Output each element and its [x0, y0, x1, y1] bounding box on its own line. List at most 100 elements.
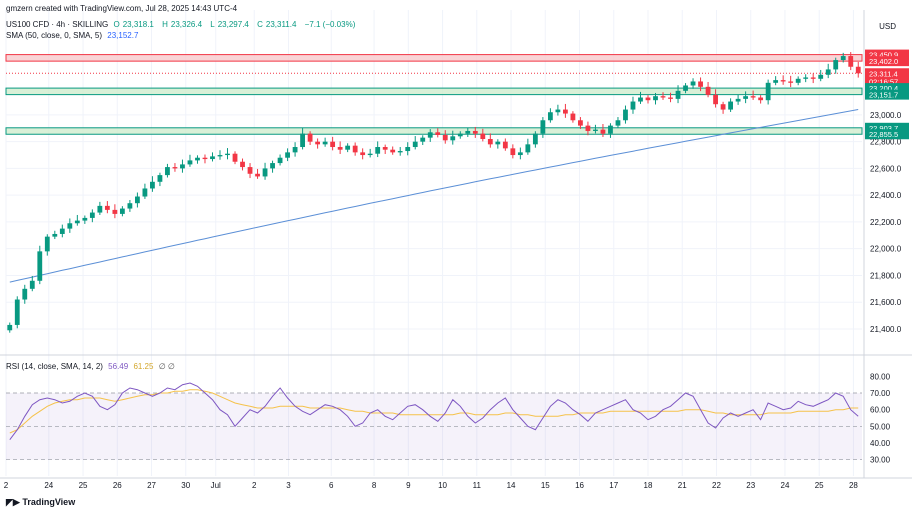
candle [788, 75, 794, 88]
candle [480, 128, 486, 142]
candle [645, 95, 651, 104]
candle [833, 57, 839, 74]
candle [315, 138, 321, 149]
candle [44, 234, 50, 256]
candle [7, 322, 13, 333]
candle-body [563, 109, 568, 114]
rsi-tick-label: 40.00 [870, 439, 891, 448]
candle [683, 83, 688, 94]
candle [487, 133, 493, 148]
rsi-tick-label: 30.00 [870, 456, 891, 465]
candle [217, 150, 223, 160]
candle [547, 108, 553, 123]
candle-body [195, 157, 200, 161]
sma-series [9, 109, 859, 283]
candle [705, 82, 711, 98]
candle-body [307, 133, 313, 142]
candle [225, 148, 230, 160]
candle-body [855, 66, 861, 74]
candle-body [104, 205, 110, 210]
candle [14, 296, 20, 329]
candle-body [44, 236, 50, 252]
price-label-bg [865, 129, 909, 140]
price-tick-label: 21,400.0 [870, 325, 902, 334]
candle-body [510, 148, 516, 156]
candle-body [270, 163, 275, 169]
candle-body [848, 56, 854, 67]
price-label-bg [865, 83, 909, 94]
tradingview-logo[interactable]: ◤▶ TradingView [6, 497, 75, 508]
candle-body [578, 120, 583, 126]
candle-body [818, 74, 824, 79]
candle [525, 138, 531, 155]
zones [5, 54, 863, 135]
symbol-label: US100 CFD · 4h · SKILLING [6, 20, 109, 29]
time-tick-label: 16 [575, 481, 584, 490]
candle-body [255, 173, 260, 177]
candle [390, 146, 396, 155]
candle [202, 154, 208, 164]
candle-body [82, 217, 88, 221]
ohlc-legend[interactable]: US100 CFD · 4h · SKILLING O 23,318.1 H 23,… [6, 20, 358, 29]
brand-text: TradingView [22, 497, 76, 507]
candle-body [743, 96, 749, 99]
candle-body [547, 112, 553, 121]
credit-text: gmzern created with TradingView.com, Jul… [6, 4, 238, 13]
candle-body [728, 101, 733, 110]
candle-body [180, 164, 185, 169]
candle-body [435, 132, 441, 135]
tv-mark-icon: ◤▶ [6, 497, 23, 507]
open-value: 23,318.1 [122, 20, 154, 29]
candle-body [623, 109, 628, 121]
candle-body [593, 129, 598, 131]
candle [262, 162, 268, 180]
price-tick-label: 22,400.0 [870, 191, 902, 200]
candle-body [157, 175, 163, 182]
candle-body [390, 149, 396, 153]
candle-body [262, 168, 268, 177]
time-tick-label: 2 [4, 481, 9, 490]
close-label: C [257, 20, 263, 29]
candle-body [59, 228, 65, 234]
candle-body [600, 129, 606, 134]
time-tick-label: 9 [406, 481, 411, 490]
candle-body [472, 130, 478, 134]
candle [795, 76, 801, 86]
candle [532, 131, 538, 148]
candle [668, 92, 673, 103]
price-tick-label: 23,000.0 [870, 111, 902, 120]
candle [848, 52, 854, 71]
rsi-legend[interactable]: RSI (14, close, SMA, 14, 2) 56.49 61.25 … [6, 362, 178, 371]
candle-body [142, 188, 148, 197]
price-label: 23,151.7 [869, 91, 898, 100]
sma-legend[interactable]: SMA (50, close, 0, SMA, 5) 23,152.7 [6, 31, 141, 40]
candle [803, 74, 809, 83]
price-label: 22,903.7 [869, 124, 898, 133]
candle [420, 135, 426, 146]
candle [517, 147, 523, 160]
candles [7, 52, 861, 333]
candle [74, 214, 80, 226]
candle-body [495, 141, 501, 145]
rsi-value: 56.49 [108, 362, 129, 371]
candle [713, 89, 718, 108]
price-label: 23,450.9 [869, 51, 898, 60]
candle [307, 131, 313, 146]
candle-body [502, 141, 508, 149]
rsi-pane: 30.00 40.00 50.00 60.00 70.00 80.00 [6, 372, 891, 465]
candle-body [480, 133, 486, 139]
price-label: 23,311.4 [869, 69, 898, 78]
low-label: L [210, 20, 215, 29]
candle [825, 63, 831, 79]
candle-body [555, 109, 561, 113]
rsi-tick-label: 60.00 [870, 406, 891, 415]
price-tick-label: 22,000.0 [870, 245, 902, 254]
candle [750, 90, 756, 100]
candle-body [487, 138, 493, 145]
candle [135, 192, 140, 208]
candle [104, 201, 110, 214]
candle [593, 124, 598, 134]
candle [698, 77, 703, 92]
rsi-label: RSI (14, close, SMA, 14, 2) [6, 362, 103, 371]
